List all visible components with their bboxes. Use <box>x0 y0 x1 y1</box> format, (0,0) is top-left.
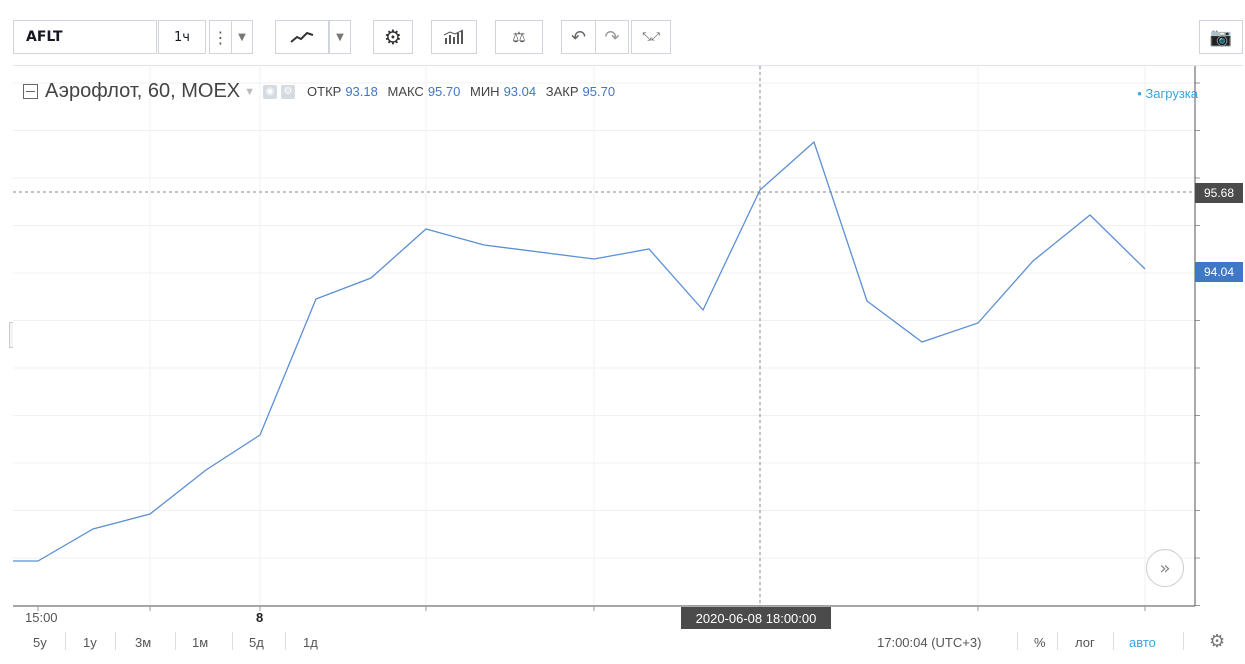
range-1d-button[interactable]: 1д <box>303 635 318 650</box>
last-price-tag: 94.04 <box>1195 262 1243 282</box>
chart-legend: Аэрофлот, 60, MOEX ▼ ◉ ⚙ ОТКР 93.18 МАКС 9… <box>23 80 621 103</box>
gear-icon[interactable]: ⚙ <box>281 84 296 99</box>
crosshair-price-tag: 95.68 <box>1195 183 1243 203</box>
redo-icon: ↷ <box>604 26 620 48</box>
eye-icon[interactable]: ◉ <box>263 84 278 99</box>
interval-label: 1ч <box>174 29 190 45</box>
range-3m-button[interactable]: 3м <box>135 635 152 650</box>
double-chevron-right-icon: » <box>1159 557 1171 579</box>
divider <box>1183 632 1184 650</box>
symbol-label: AFLT <box>26 29 63 45</box>
top-toolbar: AFLT 1ч ⋮ ▼ ▼ ⚙ ⚖ ↶ ↷ ⤡⤢ 📷 <box>13 14 1243 66</box>
symbol-search-button[interactable]: AFLT <box>13 20 157 54</box>
close-label: ЗАКР <box>545 84 579 99</box>
range-1y-button[interactable]: 1y <box>83 635 97 650</box>
snapshot-button[interactable]: 📷 <box>1199 20 1243 54</box>
range-5y-button[interactable]: 5y <box>33 635 47 650</box>
log-scale-toggle[interactable]: лог <box>1075 635 1095 650</box>
scales-icon: ⚖ <box>512 28 526 46</box>
x-axis-label: 15:00 <box>25 610 58 625</box>
divider <box>175 632 176 650</box>
high-label: МАКС <box>387 84 424 99</box>
range-5d-button[interactable]: 5д <box>249 635 264 650</box>
gear-icon[interactable]: ⚙ <box>1209 631 1226 651</box>
left-panel-toggle[interactable] <box>9 322 13 348</box>
price-series-line <box>13 140 1146 562</box>
range-1m-button[interactable]: 1м <box>192 635 209 650</box>
chart-type-button[interactable] <box>275 20 329 54</box>
divider <box>232 632 233 650</box>
auto-scale-toggle[interactable]: авто <box>1129 635 1156 650</box>
low-value: 93.04 <box>503 84 537 99</box>
ohlc-values: ОТКР 93.18 МАКС 95.70 МИН 93.04 ЗАКР 95.70 <box>307 84 621 99</box>
open-value: 93.18 <box>345 84 378 99</box>
bottom-toolbar: 5y 1y 3м 1м 5д 1д 17:00:04 (UTC+3) % лог… <box>13 628 1245 658</box>
loading-status: • Загрузка <box>1137 86 1198 101</box>
divider <box>1113 632 1114 650</box>
collapse-icon[interactable] <box>23 84 38 99</box>
indicators-icon <box>443 29 464 44</box>
undo-button[interactable]: ↶ <box>561 20 595 54</box>
fullscreen-icon: ⤡⤢ <box>642 30 660 43</box>
divider <box>1057 632 1058 650</box>
legend-title[interactable]: Аэрофлот, 60, MOEX <box>45 80 241 102</box>
percent-scale-toggle[interactable]: % <box>1034 635 1046 650</box>
divider <box>1017 632 1018 650</box>
current-time[interactable]: 17:00:04 (UTC+3) <box>877 635 982 650</box>
crosshair-time-tag: 2020-06-08 18:00:00 <box>681 607 831 629</box>
compare-button[interactable]: ⚖ <box>495 20 543 54</box>
redo-button[interactable]: ↷ <box>595 20 629 54</box>
interval-button[interactable]: 1ч <box>158 20 206 54</box>
indicators-button[interactable] <box>431 20 477 54</box>
chevron-down-icon[interactable]: ▼ <box>244 85 256 98</box>
x-axis-label: 8 <box>256 610 264 625</box>
undo-icon: ↶ <box>570 26 587 48</box>
line-chart-icon <box>290 31 314 43</box>
chart-area[interactable]: Аэрофлот, 60, MOEX ▼ ◉ ⚙ ОТКР 93.18 МАКС 9… <box>13 66 1245 629</box>
divider <box>115 632 116 650</box>
high-value: 95.70 <box>427 84 461 99</box>
low-label: МИН <box>470 84 500 99</box>
price-chart[interactable] <box>13 66 1245 626</box>
camera-icon: 📷 <box>1209 26 1233 48</box>
chevron-down-icon[interactable]: ▼ <box>231 20 253 54</box>
divider <box>65 632 66 650</box>
gear-icon: ⚙ <box>384 25 402 49</box>
fullscreen-button[interactable]: ⤡⤢ <box>631 20 671 54</box>
divider <box>285 632 286 650</box>
more-intervals-icon[interactable]: ⋮ <box>209 20 231 54</box>
chevron-down-icon[interactable]: ▼ <box>329 20 351 54</box>
settings-button[interactable]: ⚙ <box>373 20 413 54</box>
open-label: ОТКР <box>307 84 342 99</box>
scroll-to-realtime-button[interactable]: » <box>1146 549 1184 587</box>
close-value: 95.70 <box>582 84 616 99</box>
